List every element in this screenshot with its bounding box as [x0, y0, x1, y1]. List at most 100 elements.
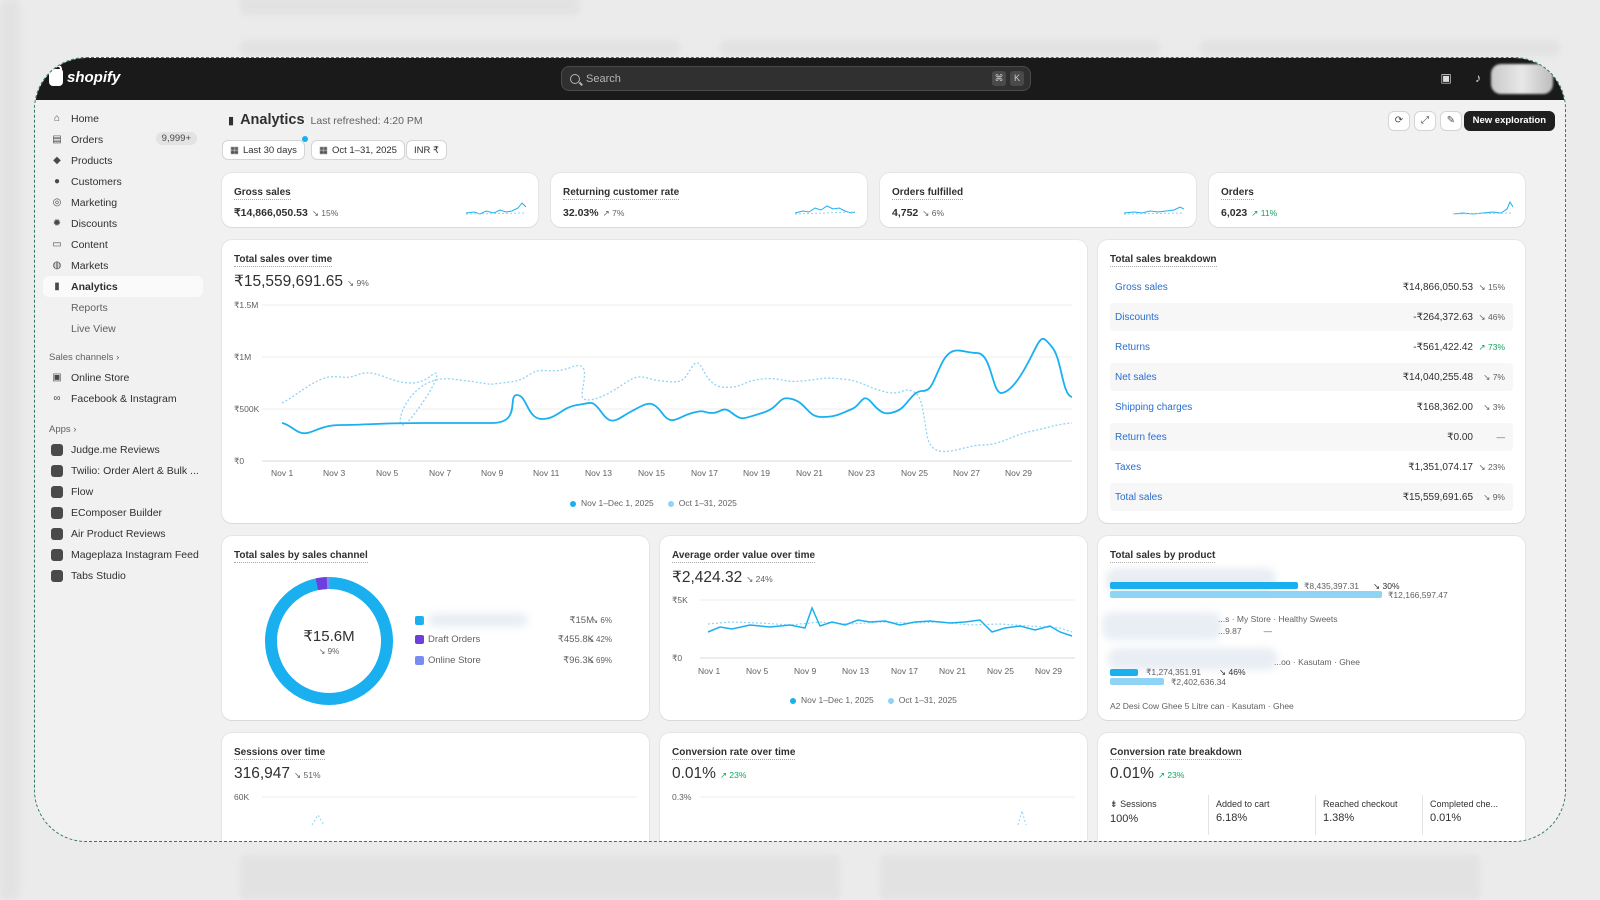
sessions-chart-card[interactable]: Sessions over time 316,947 ↘ 51% 60K [222, 733, 649, 841]
avatar[interactable] [1491, 64, 1553, 94]
kpi-value: ₹14,866,050.53 [234, 207, 308, 219]
legend-current[interactable]: Nov 1–Dec 1, 2025 [570, 498, 654, 508]
legend-previous[interactable]: Oct 1–31, 2025 [887, 695, 957, 705]
funnel-step: Reached checkout 1.38% [1323, 799, 1398, 824]
chart-icon: ▮ [54, 280, 60, 292]
sidebar-item-content[interactable]: ▭ Content [43, 234, 203, 255]
total-sales-chart-card[interactable]: Total sales over time ₹15,559,691.65 ↘ 9%… [222, 240, 1087, 523]
store-icon[interactable]: ▣ [1440, 71, 1452, 85]
card-value-row: ₹2,424.32 ↘ 24% [672, 568, 773, 587]
sidebar-item-home[interactable]: ⌂ Home [43, 108, 203, 129]
donut-change: ↘ 9% [318, 646, 340, 656]
aov-chart-card[interactable]: Average order value over time ₹2,424.32 ↘… [660, 536, 1087, 720]
breakdown-row[interactable]: Return fees ₹0.00 — [1110, 423, 1513, 451]
x-tick: Nov 17 [891, 666, 918, 676]
sidebar-item-live-view[interactable]: Live View [43, 318, 203, 339]
funnel-divider [1208, 795, 1209, 835]
step-label: Completed che... [1430, 799, 1499, 809]
y-tick: ₹5K [672, 595, 688, 605]
sidebar-item-label: Home [71, 112, 100, 125]
sidebar-app-air-reviews[interactable]: Air Product Reviews [43, 523, 203, 544]
row-label: Discounts [1115, 311, 1159, 323]
legend-swatch [415, 656, 424, 665]
bell-icon[interactable]: ♪ [1475, 71, 1481, 85]
card-value: 316,947 [234, 765, 291, 782]
card-title: Total sales by sales channel [234, 550, 368, 563]
sidebar-item-facebook[interactable]: ∞ Facebook & Instagram [43, 388, 203, 409]
search-input[interactable]: Search ⌘ K [561, 66, 1031, 91]
edit-button[interactable]: ✎ [1440, 111, 1462, 131]
sidebar-app-tabs-studio[interactable]: Tabs Studio [43, 565, 203, 586]
sidebar-app-twilio[interactable]: Twilio: Order Alert & Bulk ... [43, 460, 203, 481]
sidebar-item-products[interactable]: ◆ Products [43, 150, 203, 171]
refresh-button[interactable]: ⟳ [1388, 111, 1410, 131]
sales-by-product-card[interactable]: Total sales by product ₹8,435,397.31 ↘ 30… [1098, 536, 1525, 720]
breakdown-row[interactable]: Total sales ₹15,559,691.65 ↘ 9% [1110, 483, 1513, 511]
new-exploration-button[interactable]: New exploration [1463, 111, 1555, 131]
sidebar-item-label: Air Product Reviews [71, 527, 166, 540]
sidebar-item-reports[interactable]: Reports [43, 297, 203, 318]
channel-legend-item[interactable]: ₹15M ↘ 6% [415, 613, 612, 627]
sales-breakdown-card[interactable]: Total sales breakdown Gross sales ₹14,866… [1098, 240, 1525, 523]
sidebar-item-markets[interactable]: ◍ Markets [43, 255, 203, 276]
sidebar-item-online-store[interactable]: ▣ Online Store [43, 367, 203, 388]
compare-range-filter[interactable]: ▦ Oct 1–31, 2025 [311, 140, 405, 160]
legend-label: Oct 1–31, 2025 [898, 695, 957, 705]
apps-header[interactable]: Apps › [49, 424, 77, 435]
step-pct: 100% [1110, 813, 1139, 825]
app-icon [51, 506, 63, 519]
breakdown-row[interactable]: Net sales ₹14,040,255.48 ↘ 7% [1110, 363, 1513, 391]
sidebar-item-analytics[interactable]: ▮ Analytics [43, 276, 203, 297]
conversion-breakdown-card[interactable]: Conversion rate breakdown 0.01% ↗ 23% ⇟ S… [1098, 733, 1525, 841]
app-icon [51, 569, 63, 582]
row-change: ↘ 7% [1483, 371, 1505, 382]
fullscreen-button[interactable]: ⤢ [1414, 111, 1436, 131]
shopify-logo[interactable]: shopify [49, 65, 120, 86]
currency-filter[interactable]: INR ₹ [406, 140, 448, 160]
sidebar-app-ecomposer[interactable]: EComposer Builder [43, 502, 203, 523]
breakdown-row[interactable]: Discounts -₹264,372.63 ↘ 46% [1110, 303, 1513, 331]
step-pct: 6.18% [1216, 812, 1248, 824]
sidebar-item-customers[interactable]: ● Customers [43, 171, 203, 192]
search-placeholder: Search [586, 72, 621, 85]
sidebar-app-judgeme[interactable]: Judge.me Reviews [43, 439, 203, 460]
breakdown-row[interactable]: Taxes ₹1,351,074.17 ↘ 23% [1110, 453, 1513, 481]
sidebar-item-marketing[interactable]: ◎ Marketing [43, 192, 203, 213]
series-previous-line [1017, 809, 1027, 826]
conversion-chart-card[interactable]: Conversion rate over time 0.01% ↗ 23% 0.3… [660, 733, 1087, 841]
product-value: ...9.87 [1218, 626, 1242, 636]
donut-center: ₹15.6M ↘ 9% [262, 574, 396, 708]
breakdown-row[interactable]: Returns -₹561,422.42 ↗ 73% [1110, 333, 1513, 361]
breakdown-row[interactable]: Gross sales ₹14,866,050.53 ↘ 15% [1110, 273, 1513, 301]
row-value: ₹14,866,050.53 [1402, 281, 1473, 293]
series-current-line [281, 338, 1073, 435]
sidebar-app-mageplaza[interactable]: Mageplaza Instagram Feed [43, 544, 203, 565]
breakdown-row[interactable]: Shipping charges ₹168,362.00 ↘ 3% [1110, 393, 1513, 421]
app-icon [51, 485, 63, 498]
legend-dot [887, 697, 894, 704]
date-range-filter[interactable]: ▦ Last 30 days [222, 140, 305, 160]
kpi-orders-fulfilled[interactable]: Orders fulfilled 4,752 ↘ 6% [880, 173, 1196, 227]
legend-current[interactable]: Nov 1–Dec 1, 2025 [790, 695, 874, 705]
sales-channel-card[interactable]: Total sales by sales channel ₹15.6M ↘ 9%… [222, 536, 649, 720]
calendar-icon: ▦ [230, 144, 239, 156]
channel-legend-item[interactable]: Draft Orders ₹455.8K ↘ 42% [415, 634, 612, 645]
x-tick: Nov 17 [691, 468, 718, 478]
sidebar-item-discounts[interactable]: ✹ Discounts [43, 213, 203, 234]
funnel-step: ⇟ Sessions 100% [1110, 799, 1157, 825]
kpi-gross-sales[interactable]: Gross sales ₹14,866,050.53 ↘ 15% [222, 173, 538, 227]
sales-channels-header[interactable]: Sales channels › [49, 352, 120, 363]
sidebar: ⌂ Home ▤ Orders 9,999+ ◆ Products ● Customers… [35, 100, 210, 841]
legend-value: ₹15M [569, 614, 594, 626]
legend-change: ↘ 69% [587, 656, 612, 665]
legend-previous[interactable]: Oct 1–31, 2025 [667, 498, 737, 508]
legend-label: Nov 1–Dec 1, 2025 [581, 498, 654, 508]
kpi-returning-rate[interactable]: Returning customer rate 32.03% ↗ 7% [551, 173, 867, 227]
app-icon [51, 464, 63, 477]
channel-legend-item[interactable]: Online Store ₹96.3K ↘ 69% [415, 655, 612, 666]
sidebar-item-orders[interactable]: ▤ Orders 9,999+ [43, 129, 203, 150]
filter-label: INR ₹ [414, 144, 440, 156]
y-grid [262, 304, 1072, 462]
sidebar-app-flow[interactable]: Flow [43, 481, 203, 502]
kpi-orders[interactable]: Orders 6,023 ↗ 11% [1209, 173, 1525, 227]
